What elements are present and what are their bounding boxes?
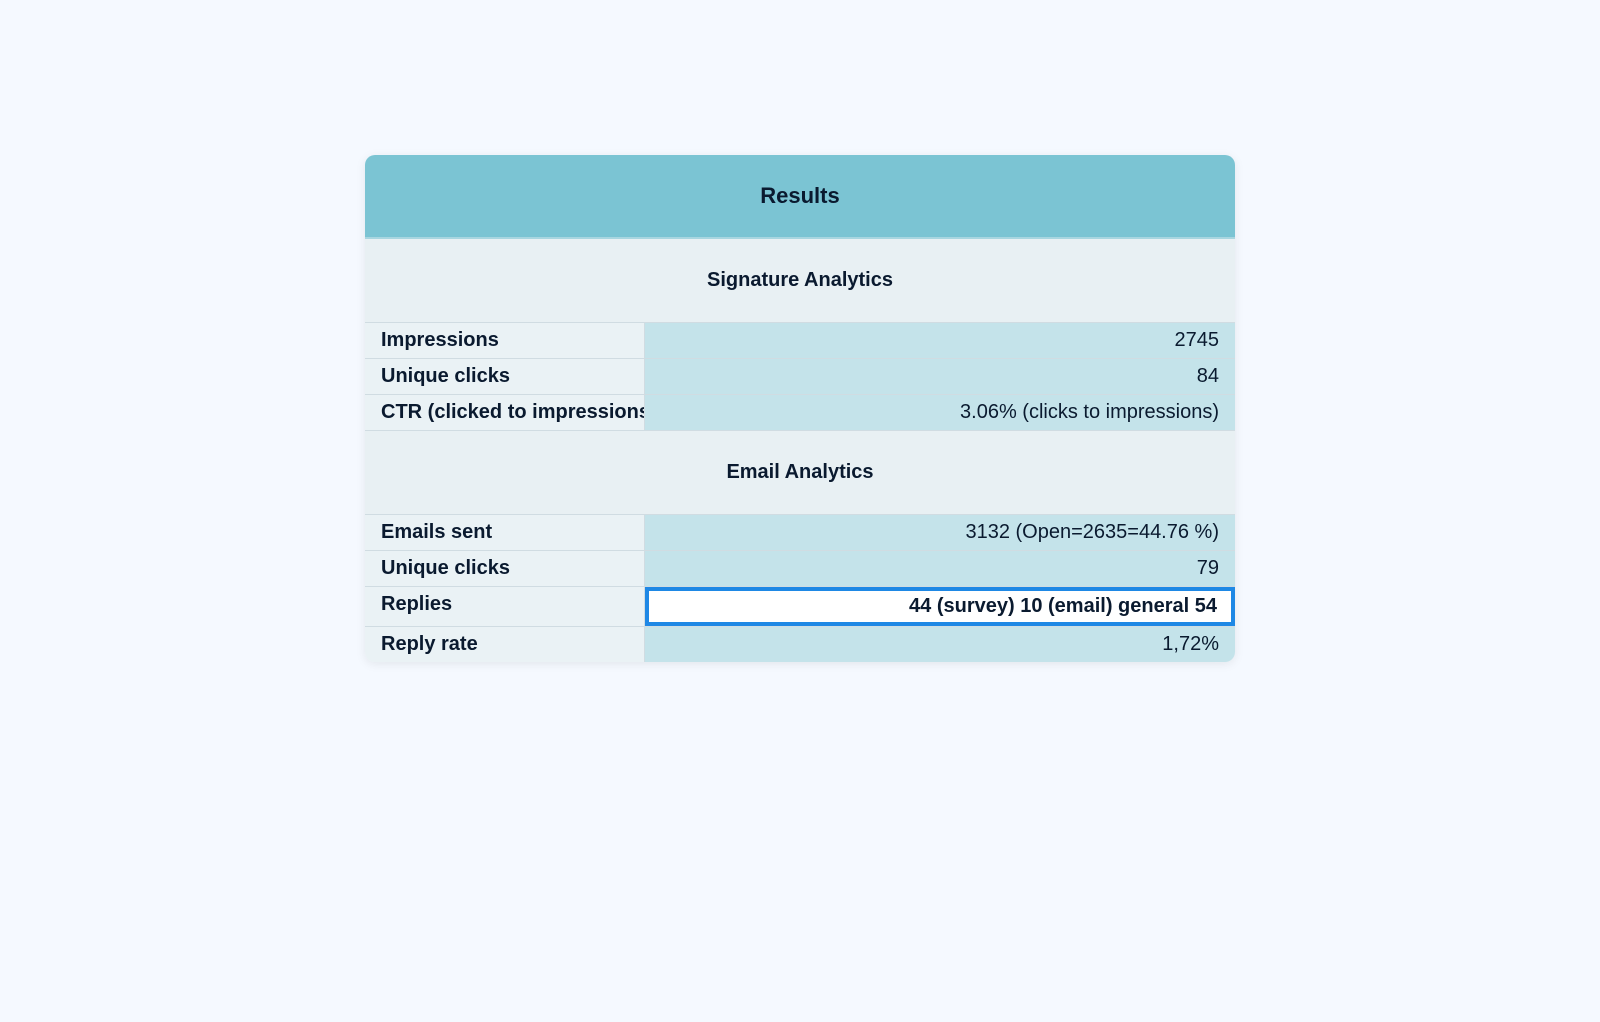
row-label-unique-clicks-email: Unique clicks <box>365 551 645 586</box>
row-value-reply-rate: 1,72% <box>645 627 1235 662</box>
header-title: Results <box>760 183 839 208</box>
row-value-impressions: 2745 <box>645 323 1235 358</box>
row-label-unique-clicks-sig: Unique clicks <box>365 359 645 394</box>
table-row: Emails sent 3132 (Open=2635=44.76 %) <box>365 515 1235 551</box>
row-label-reply-rate: Reply rate <box>365 627 645 662</box>
email-title-text: Email Analytics <box>726 461 873 483</box>
table-row: Unique clicks 84 <box>365 359 1235 395</box>
section-title-email: Email Analytics <box>365 431 1235 515</box>
row-value-emails-sent: 3132 (Open=2635=44.76 %) <box>645 515 1235 550</box>
row-label-impressions: Impressions <box>365 323 645 358</box>
row-label-ctr: CTR (clicked to impressions) <box>365 395 645 430</box>
row-value-unique-clicks-sig: 84 <box>645 359 1235 394</box>
table-row: Unique clicks 79 <box>365 551 1235 587</box>
row-label-replies: Replies <box>365 587 645 626</box>
table-row: CTR (clicked to impressions) 3.06% (clic… <box>365 395 1235 431</box>
row-value-replies: 44 (survey) 10 (email) general 54 <box>645 587 1235 626</box>
results-card: Results Signature Analytics Impressions … <box>365 155 1235 662</box>
table-row: Replies 44 (survey) 10 (email) general 5… <box>365 587 1235 627</box>
signature-title-text: Signature Analytics <box>707 269 893 291</box>
table-row: Reply rate 1,72% <box>365 627 1235 662</box>
row-value-ctr: 3.06% (clicks to impressions) <box>645 395 1235 430</box>
row-value-unique-clicks-email: 79 <box>645 551 1235 586</box>
section-title-signature: Signature Analytics <box>365 239 1235 323</box>
card-header: Results <box>365 155 1235 239</box>
table-row: Impressions 2745 <box>365 323 1235 359</box>
row-label-emails-sent: Emails sent <box>365 515 645 550</box>
